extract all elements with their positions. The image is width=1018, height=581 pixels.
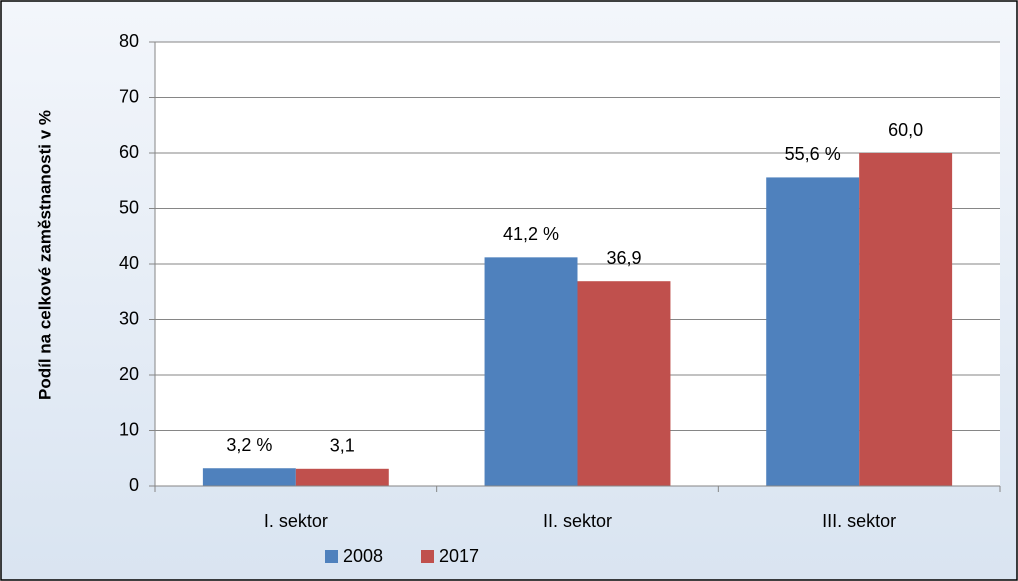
- data-label: 36,9: [606, 248, 641, 268]
- bar: [202, 468, 296, 486]
- bar: [577, 281, 671, 486]
- bar: [484, 257, 578, 486]
- y-tick-label: 50: [119, 197, 139, 217]
- y-tick-label: 60: [119, 142, 139, 162]
- y-tick-label: 20: [119, 364, 139, 384]
- legend-swatch: [421, 550, 434, 563]
- bar: [766, 177, 860, 487]
- data-label: 3,1: [330, 436, 355, 456]
- data-label: 55,6 %: [785, 144, 841, 164]
- data-label: 60,0: [888, 120, 923, 140]
- x-tick-label: III. sektor: [822, 511, 896, 531]
- data-label: 41,2 %: [503, 224, 559, 244]
- legend-swatch: [325, 550, 338, 563]
- y-tick-label: 70: [119, 86, 139, 106]
- data-label: 3,2 %: [226, 435, 272, 455]
- y-tick-label: 40: [119, 253, 139, 273]
- y-axis-title: Podíl na celkové zaměstnanosti v %: [35, 110, 54, 400]
- legend-label: 2008: [343, 546, 383, 566]
- y-tick-label: 0: [129, 475, 139, 495]
- legend-label: 2017: [439, 546, 479, 566]
- y-tick-label: 80: [119, 31, 139, 51]
- bar: [295, 468, 389, 486]
- y-tick-label: 30: [119, 308, 139, 328]
- bar: [859, 153, 953, 486]
- x-tick-label: II. sektor: [543, 511, 612, 531]
- x-tick-label: I. sektor: [264, 511, 328, 531]
- y-tick-label: 10: [119, 419, 139, 439]
